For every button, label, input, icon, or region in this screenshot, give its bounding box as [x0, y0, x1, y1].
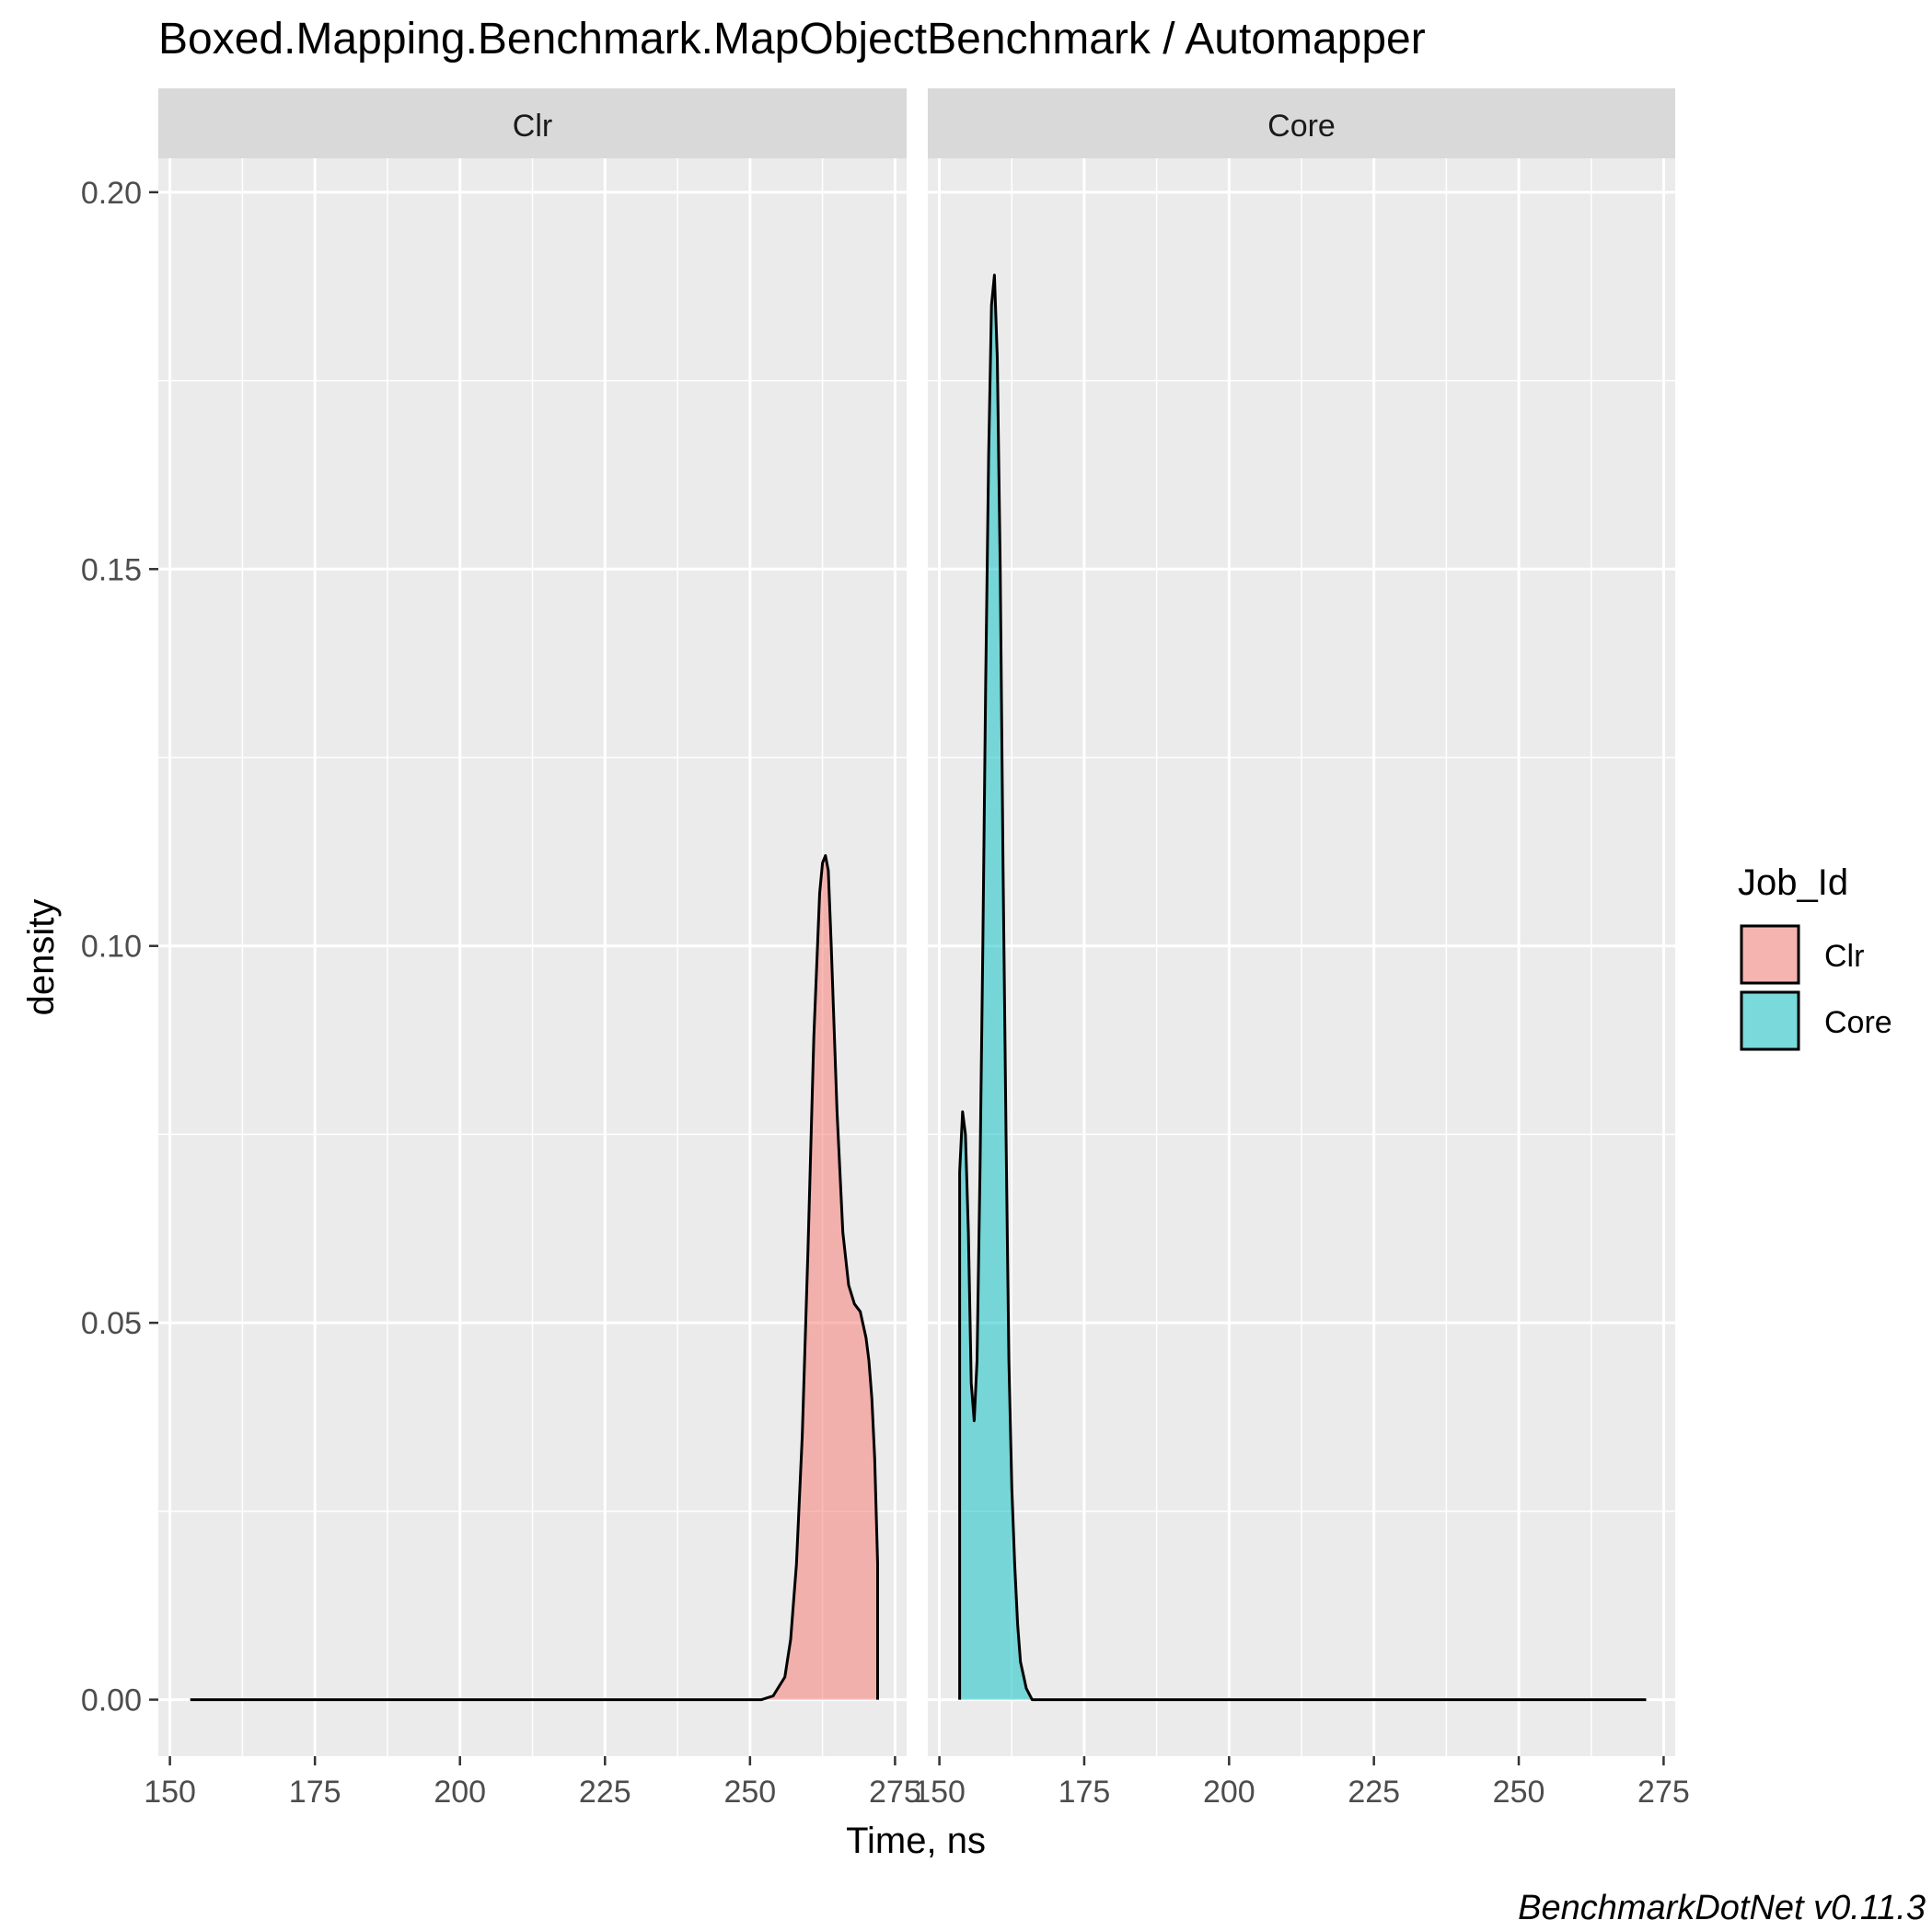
facet-panel-core: Core	[928, 88, 1675, 1756]
x-tick-label: 225	[579, 1775, 631, 1810]
y-tick-label: 0.05	[81, 1306, 142, 1341]
x-tick-label: 175	[289, 1775, 341, 1810]
density-line-clr	[190, 854, 879, 1702]
density-line-core	[958, 273, 1647, 1702]
x-tick-label: 250	[723, 1775, 776, 1810]
y-tick-label: 0.15	[81, 552, 142, 587]
x-tick-label: 175	[1059, 1775, 1111, 1810]
chart-title: Boxed.Mapping.Benchmark.MapObjectBenchma…	[158, 15, 1426, 64]
x-axis: 150 175 200 225 250 275	[144, 1756, 921, 1810]
y-tick-label: 0.00	[81, 1683, 142, 1718]
legend-label: Core	[1824, 1005, 1892, 1040]
gridlines	[928, 158, 1675, 1756]
x-tick-label: 200	[434, 1775, 486, 1810]
y-tick-label: 0.20	[81, 176, 142, 211]
y-axis: 0.00 0.05 0.10 0.15 0.20	[81, 176, 158, 1718]
x-axis: 150 175 200 225 250 275	[913, 1756, 1690, 1810]
x-axis-label: Time, ns	[846, 1821, 986, 1861]
legend-item-core: Core	[1740, 990, 1892, 1051]
y-tick-label: 0.10	[81, 930, 142, 965]
legend-swatch	[1740, 990, 1800, 1051]
x-tick-label: 225	[1348, 1775, 1400, 1810]
density-area-clr	[190, 855, 878, 1700]
legend-title: Job_Id	[1738, 862, 1848, 903]
x-tick-label: 200	[1203, 1775, 1255, 1810]
facet-strip	[928, 88, 1675, 158]
legend-label: Clr	[1824, 939, 1864, 974]
x-tick-label: 250	[1493, 1775, 1545, 1810]
legend-swatch	[1740, 924, 1800, 985]
facet-strip-label: Core	[1267, 109, 1336, 144]
x-tick-label: 150	[913, 1775, 966, 1810]
facet-panel-clr: Clr	[158, 88, 907, 1756]
facet-strip	[158, 88, 907, 158]
x-tick-label: 275	[1637, 1775, 1690, 1810]
x-tick-label: 275	[869, 1775, 921, 1810]
legend: Job_Id Clr Core	[1738, 862, 1892, 1051]
y-axis-label: density	[21, 899, 62, 1016]
caption: BenchmarkDotNet v0.11.3	[1518, 1889, 1926, 1927]
legend-item-clr: Clr	[1740, 924, 1864, 985]
facet-strip-label: Clr	[513, 109, 552, 144]
x-tick-label: 150	[144, 1775, 196, 1810]
